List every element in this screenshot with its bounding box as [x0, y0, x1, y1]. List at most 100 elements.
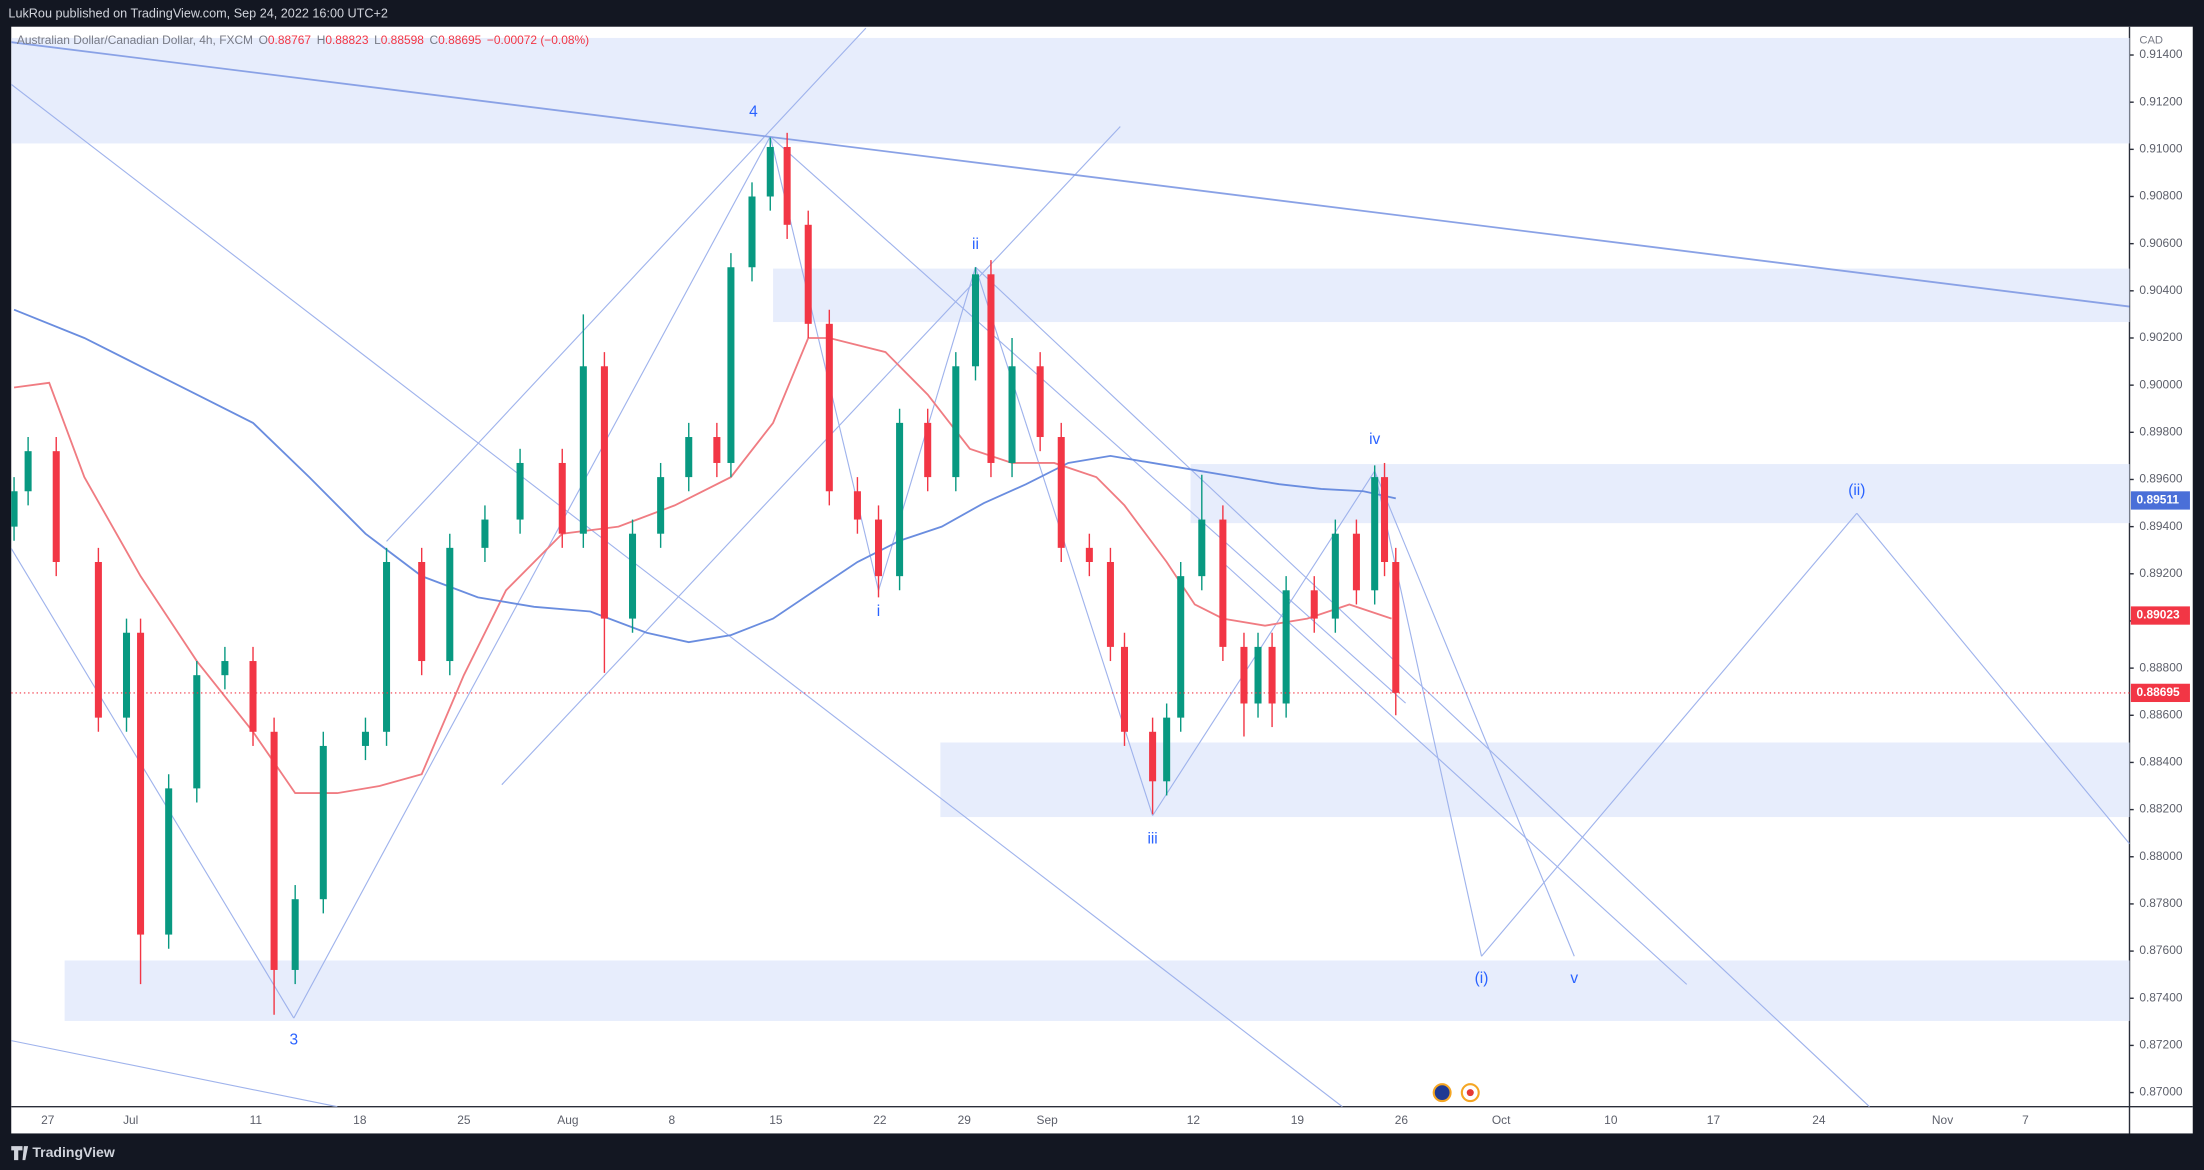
wave-label: (ii): [1848, 482, 1865, 499]
candle-body: [600, 366, 608, 619]
candle-body: [713, 437, 721, 463]
candle-body: [1177, 576, 1185, 718]
candle-body: [579, 366, 587, 534]
candle-body: [1240, 646, 1248, 704]
candle-body: [1106, 562, 1114, 647]
trend-line: [386, 27, 867, 542]
candle-body: [1219, 519, 1227, 647]
price-tick-label: 0.87600: [2139, 943, 2183, 957]
ohlc-value: 0.88767: [268, 33, 312, 47]
time-label: 17: [1707, 1113, 1721, 1127]
wave-label: iv: [1369, 431, 1380, 448]
time-label: Nov: [1932, 1113, 1953, 1127]
price-tag-box: [2130, 683, 2190, 703]
publisher: LukRou published on TradingView.com, Sep…: [8, 6, 388, 20]
zone: [11, 37, 2130, 144]
candle-body: [1198, 519, 1206, 577]
time-label: 24: [1812, 1113, 1826, 1127]
candle-body: [24, 451, 32, 492]
candle-body: [727, 267, 735, 463]
time-label: 12: [1187, 1113, 1201, 1127]
candle-body: [1331, 533, 1339, 619]
time-label: 10: [1604, 1113, 1618, 1127]
candle-body: [804, 224, 812, 324]
price-tag: 0.89023: [2137, 608, 2181, 622]
wave-label: 3: [289, 1032, 298, 1049]
candle-body: [1381, 477, 1389, 563]
time-label: 27: [41, 1113, 55, 1127]
candle-body: [1008, 366, 1016, 463]
candle-body: [924, 422, 932, 478]
price-tick-label: 0.88800: [2139, 660, 2183, 674]
legend-line: Australian Dollar/Canadian Dollar, 4h, F…: [17, 33, 589, 47]
price-tick-label: 0.89200: [2139, 566, 2183, 580]
price-tick-label: 0.90200: [2139, 330, 2183, 344]
time-label: Jul: [123, 1113, 138, 1127]
ohlc-label: C: [430, 33, 439, 47]
candle-body: [1057, 437, 1065, 548]
candle-body: [137, 632, 145, 935]
candle-body: [516, 462, 524, 520]
moving-average: [13, 337, 1392, 795]
candle-body: [1310, 590, 1318, 619]
candle-body: [896, 422, 904, 577]
price-tick-label: 0.88400: [2139, 755, 2183, 769]
price-tick-label: 0.87200: [2139, 1038, 2183, 1052]
price-tag-box: [2130, 491, 2190, 510]
trend-line: [975, 266, 1870, 1107]
candle-body: [766, 146, 774, 197]
time-label: 26: [1395, 1113, 1409, 1127]
trend-line: [501, 126, 1121, 786]
price-tick-label: 0.90600: [2139, 236, 2183, 250]
candle-body: [783, 146, 791, 225]
event-au: [1432, 1083, 1452, 1103]
trend-line: [11, 41, 2130, 308]
trend-line: [1374, 470, 1575, 957]
time-label: 15: [769, 1113, 783, 1127]
price-tick-label: 0.87000: [2139, 1085, 2183, 1099]
ohlc-label: H: [317, 33, 326, 47]
trend-line: [11, 83, 1343, 1107]
price-tick-label: 0.87400: [2139, 990, 2183, 1004]
candle-body: [94, 562, 102, 718]
candle-body: [1254, 646, 1262, 704]
trend-line: [293, 136, 771, 1019]
trend-line: [1152, 470, 1376, 816]
price-tick-label: 0.91400: [2139, 47, 2183, 61]
time-label: 25: [457, 1113, 471, 1127]
price-tick-label: 0.88000: [2139, 849, 2183, 863]
zone: [64, 960, 2130, 1021]
zone: [940, 742, 2130, 818]
price-tick-label: 0.89600: [2139, 472, 2183, 486]
trend-line: [1856, 512, 2130, 845]
time-label: 19: [1291, 1113, 1305, 1127]
event-ca-leaf: [1466, 1089, 1474, 1097]
price-tick-label: 0.91200: [2139, 94, 2183, 108]
candle-body: [270, 731, 278, 970]
currency: CAD: [2139, 35, 2163, 47]
brand-logo: TradingView: [11, 1144, 115, 1161]
legend: Australian Dollar/Canadian Dollar, 4h, F…: [17, 33, 589, 47]
candle-body: [249, 661, 257, 732]
candle-body: [165, 788, 173, 935]
price-tick-label: 0.88600: [2139, 707, 2183, 721]
ohlc-value: 0.88823: [325, 33, 369, 47]
candle-body: [987, 274, 995, 463]
candle-body: [952, 366, 960, 478]
chart-area: [11, 26, 2193, 1134]
candle-body: [825, 323, 833, 492]
candle-body: [1085, 547, 1093, 563]
price-tick-label: 0.89800: [2139, 424, 2183, 438]
candle-body: [629, 533, 637, 619]
time-label: Aug: [557, 1113, 578, 1127]
time-label: 7: [2022, 1113, 2029, 1127]
price-tick-label: 0.90000: [2139, 377, 2183, 391]
candle-body: [193, 675, 201, 789]
candle-body: [446, 547, 454, 662]
candle-body: [1036, 366, 1044, 438]
candle-body: [1392, 562, 1400, 693]
candle-body: [685, 437, 693, 478]
time-label: 18: [353, 1113, 367, 1127]
